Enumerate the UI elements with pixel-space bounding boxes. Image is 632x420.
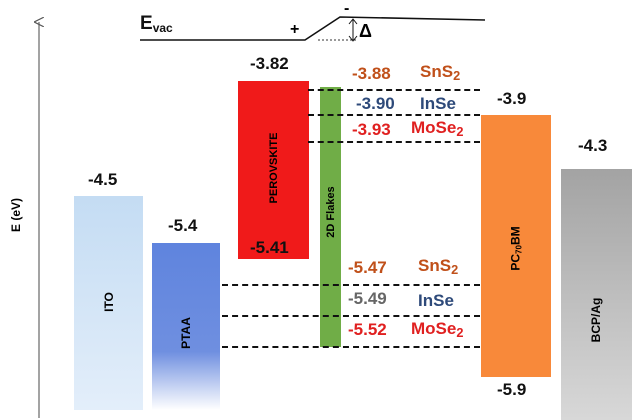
inse-vb-name: InSe [418,291,454,310]
mose2-vb-name: MoSe2 [411,319,464,341]
sns2-cb-name: SnS2 [420,62,461,84]
inse-vb-value: -5.49 [348,289,387,308]
perovskite-bar [238,81,309,259]
ito-label: ITO [102,292,116,312]
mose2-cb-name: MoSe2 [411,118,464,140]
vacuum-minus-sign: - [344,0,350,17]
vacuum-level-line [140,16,486,41]
perovskite-cbm-value: -3.82 [250,54,289,73]
bcp-ag-level-value: -4.3 [578,136,608,155]
vacuum-plus-sign: + [290,21,300,38]
flakes-label: 2D Flakes [325,186,337,238]
pcbm-bar [481,115,551,377]
inse-cb-value: -3.90 [356,94,395,113]
ptaa-level-value: -5.4 [168,216,198,235]
bcp-ag-label: BCP/Ag [589,297,603,343]
sns2-vb-value: -5.47 [348,258,387,277]
sns2-cb-line [308,89,480,91]
ito-bar [74,196,143,410]
mose2-cb-line [308,141,480,143]
inse-cb-name: InSe [420,94,456,113]
pcbm-homo-value: -5.9 [497,380,527,399]
ito-level-value: -4.5 [88,170,118,189]
flakes-bar [320,87,341,347]
mose2-vb-value: -5.52 [348,320,387,339]
pcbm-label: PC70BM [508,226,524,271]
bcp-ag-bar [561,169,632,420]
inse-cb-line [308,114,480,116]
vacuum-label: Evac [140,13,173,35]
inse-vb-line [222,315,480,317]
ptaa-bar [152,243,220,410]
sns2-cb-value: -3.88 [352,64,391,83]
perovskite-label: PEROVSKITE [268,132,280,204]
pcbm-lumo-value: -3.9 [497,89,527,108]
mose2-cb-value: -3.93 [352,120,391,139]
sns2-vb-name: SnS2 [418,256,459,278]
energy-axis-label: E (eV) [9,198,23,233]
vacuum-delta-label: Δ [359,21,372,41]
perovskite-vbm-value: -5.41 [250,238,289,257]
mose2-vb-line [222,346,480,348]
sns2-vb-line [222,284,480,286]
ptaa-label: PTAA [179,317,193,349]
